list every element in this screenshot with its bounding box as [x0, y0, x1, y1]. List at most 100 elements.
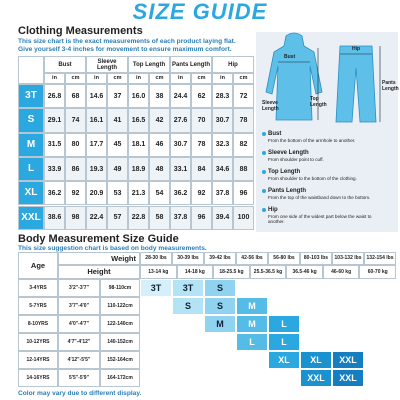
- note: This size chart is the exact measurement…: [18, 38, 236, 45]
- note: This size suggestion chart is based on b…: [18, 245, 207, 252]
- value-cell: 27.6: [170, 108, 191, 133]
- value-cell: 68: [65, 84, 86, 109]
- item-description: From the top of the waistband down to th…: [268, 195, 371, 200]
- value-cell: 34.6: [212, 156, 233, 182]
- age-cell: 5-7YRS: [18, 297, 58, 315]
- value-cell: 37.8: [212, 181, 233, 206]
- corner-cell: [18, 56, 44, 84]
- value-cell: 33.1: [170, 156, 191, 182]
- height-in-cell: 5'5"-5'9": [58, 369, 100, 387]
- value-cell: 98: [65, 205, 86, 230]
- size-cell: XL: [269, 352, 299, 368]
- unit-header: cm: [233, 73, 254, 84]
- value-cell: 92: [191, 181, 212, 206]
- value-cell: 96: [191, 205, 212, 230]
- kg-header: 60-70 kg: [359, 265, 396, 279]
- height-in-cell: 4'12"-5'5": [58, 351, 100, 369]
- value-cell: 22.4: [86, 205, 107, 230]
- value-cell: 17.7: [86, 132, 107, 157]
- size-cell: M: [237, 316, 267, 332]
- age-cell: 10-12YRS: [18, 333, 58, 351]
- value-cell: 38.6: [44, 205, 65, 230]
- column-header: Hip: [212, 56, 254, 73]
- value-cell: 28.3: [212, 84, 233, 109]
- value-cell: 41: [107, 108, 128, 133]
- unit-header: cm: [149, 73, 170, 84]
- unit-header: cm: [107, 73, 128, 84]
- height-in-cell: 3'7"-4'0": [58, 297, 100, 315]
- value-cell: 62: [191, 84, 212, 109]
- lbs-header: 30-39 lbs: [172, 252, 204, 265]
- value-cell: 22.8: [128, 205, 149, 230]
- value-cell: 80: [65, 132, 86, 157]
- figure-label: Pants Length: [382, 80, 399, 92]
- item-description: From the bottom of the armhole to anothe…: [268, 138, 356, 143]
- unit-header: cm: [191, 73, 212, 84]
- value-cell: 21.3: [128, 181, 149, 206]
- bullet: [262, 151, 266, 155]
- size-cell: 3T: [141, 280, 171, 296]
- value-cell: 36.2: [170, 181, 191, 206]
- bullet: [262, 170, 266, 174]
- value-cell: 96: [233, 181, 254, 206]
- value-cell: 92: [65, 181, 86, 206]
- kg-header: 14-18 kg: [176, 265, 214, 279]
- column-header: Bust: [44, 56, 86, 73]
- value-cell: 84: [191, 156, 212, 182]
- value-cell: 26.8: [44, 84, 65, 109]
- value-cell: 14.6: [86, 84, 107, 109]
- age-cell: 14-16YRS: [18, 369, 58, 387]
- value-cell: 37: [107, 84, 128, 109]
- body-heading: Body Measurement Size Guide: [18, 233, 179, 245]
- item-description: From shoulder to the bottom of the cloth…: [268, 176, 357, 181]
- value-cell: 42: [149, 108, 170, 133]
- size-cell: XXL: [333, 370, 363, 386]
- value-cell: 33.9: [44, 156, 65, 182]
- value-cell: 30.7: [212, 108, 233, 133]
- note: Give yourself 3-4 inches for movement to…: [18, 46, 232, 53]
- value-cell: 100: [233, 205, 254, 230]
- item-name: Hip: [268, 207, 278, 213]
- value-cell: 46: [149, 132, 170, 157]
- kg-header: 36.5-46 kg: [286, 265, 323, 279]
- size-cell: XXL: [301, 370, 331, 386]
- value-cell: 38: [149, 84, 170, 109]
- item-name: Bust: [268, 131, 282, 137]
- unit-header: cm: [65, 73, 86, 84]
- figure-label: Top Length: [310, 96, 327, 108]
- size-cell: XL: [18, 181, 44, 206]
- value-cell: 53: [107, 181, 128, 206]
- size-cell: 3T: [173, 280, 203, 296]
- size-cell: 3T: [18, 84, 44, 109]
- value-cell: 36.2: [44, 181, 65, 206]
- value-cell: 78: [191, 132, 212, 157]
- size-cell: L: [18, 156, 44, 182]
- value-cell: 78: [233, 108, 254, 133]
- lbs-header: 80-103 lbs: [300, 252, 332, 265]
- value-cell: 82: [233, 132, 254, 157]
- footer: Color may vary due to different display.: [18, 390, 142, 397]
- lbs-header: 56-80 lbs: [268, 252, 300, 265]
- size-cell: L: [237, 334, 267, 350]
- item-description: From shoulder point to cuff.: [268, 157, 324, 162]
- height-header: Height: [58, 265, 140, 279]
- value-cell: 48: [149, 156, 170, 182]
- value-cell: 49: [107, 156, 128, 182]
- size-cell: M: [18, 132, 44, 157]
- value-cell: 31.5: [44, 132, 65, 157]
- lbs-header: 28-30 lbs: [140, 252, 172, 265]
- value-cell: 54: [149, 181, 170, 206]
- value-cell: 30.7: [170, 132, 191, 157]
- title: SIZE GUIDE: [132, 0, 268, 24]
- figure-label: Bust: [284, 54, 296, 60]
- figure: [265, 32, 381, 123]
- value-cell: 39.4: [212, 205, 233, 230]
- value-cell: 72: [233, 84, 254, 109]
- lbs-header: 103-132 lbs: [332, 252, 364, 265]
- height-cm-cell: 164-172cm: [100, 369, 140, 387]
- height-in-cell: 4'7"-4'12": [58, 333, 100, 351]
- size-cell: M: [237, 298, 267, 314]
- size-cell: XL: [301, 352, 331, 368]
- lbs-header: 42-56 lbs: [236, 252, 268, 265]
- value-cell: 16.5: [128, 108, 149, 133]
